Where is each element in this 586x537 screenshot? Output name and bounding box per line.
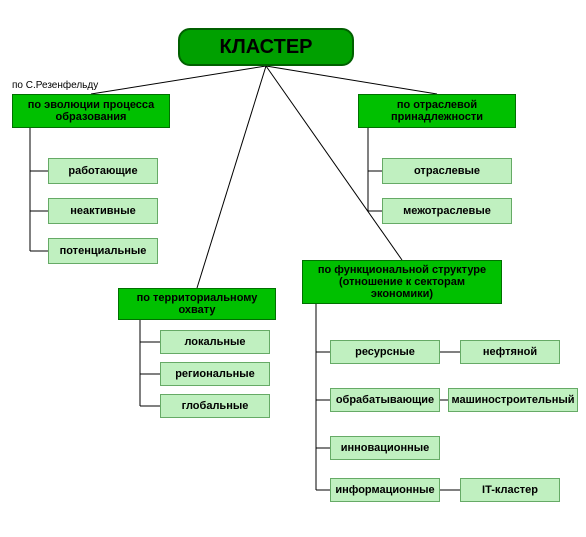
node-c1a: работающие <box>48 158 158 184</box>
node-c2c: глобальные <box>160 394 270 418</box>
node-c4d2: IT-кластер <box>460 478 560 502</box>
node-c4a2: нефтяной <box>460 340 560 364</box>
node-c4c: инновационные <box>330 436 440 460</box>
node-c2b: региональные <box>160 362 270 386</box>
node-c3a: отраслевые <box>382 158 512 184</box>
node-c4b2: машиностроительный <box>448 388 578 412</box>
node-c1c: потенциальные <box>48 238 158 264</box>
node-c2a: локальные <box>160 330 270 354</box>
node-c4d: информационные <box>330 478 440 502</box>
node-c4b: обрабатывающие <box>330 388 440 412</box>
node-c4a: ресурсные <box>330 340 440 364</box>
node-cat4: по функциональной структуре (отношение к… <box>302 260 502 304</box>
node-cat2: по территориальному охвату <box>118 288 276 320</box>
node-cat1: по эволюции процесса образования <box>12 94 170 128</box>
node-cat3: по отраслевой принадлежности <box>358 94 516 128</box>
node-c1b: неактивные <box>48 198 158 224</box>
annotation-rosenfeld: по С.Резенфельду <box>12 80 98 91</box>
node-c3b: межотраслевые <box>382 198 512 224</box>
node-root: КЛАСТЕР <box>178 28 354 66</box>
